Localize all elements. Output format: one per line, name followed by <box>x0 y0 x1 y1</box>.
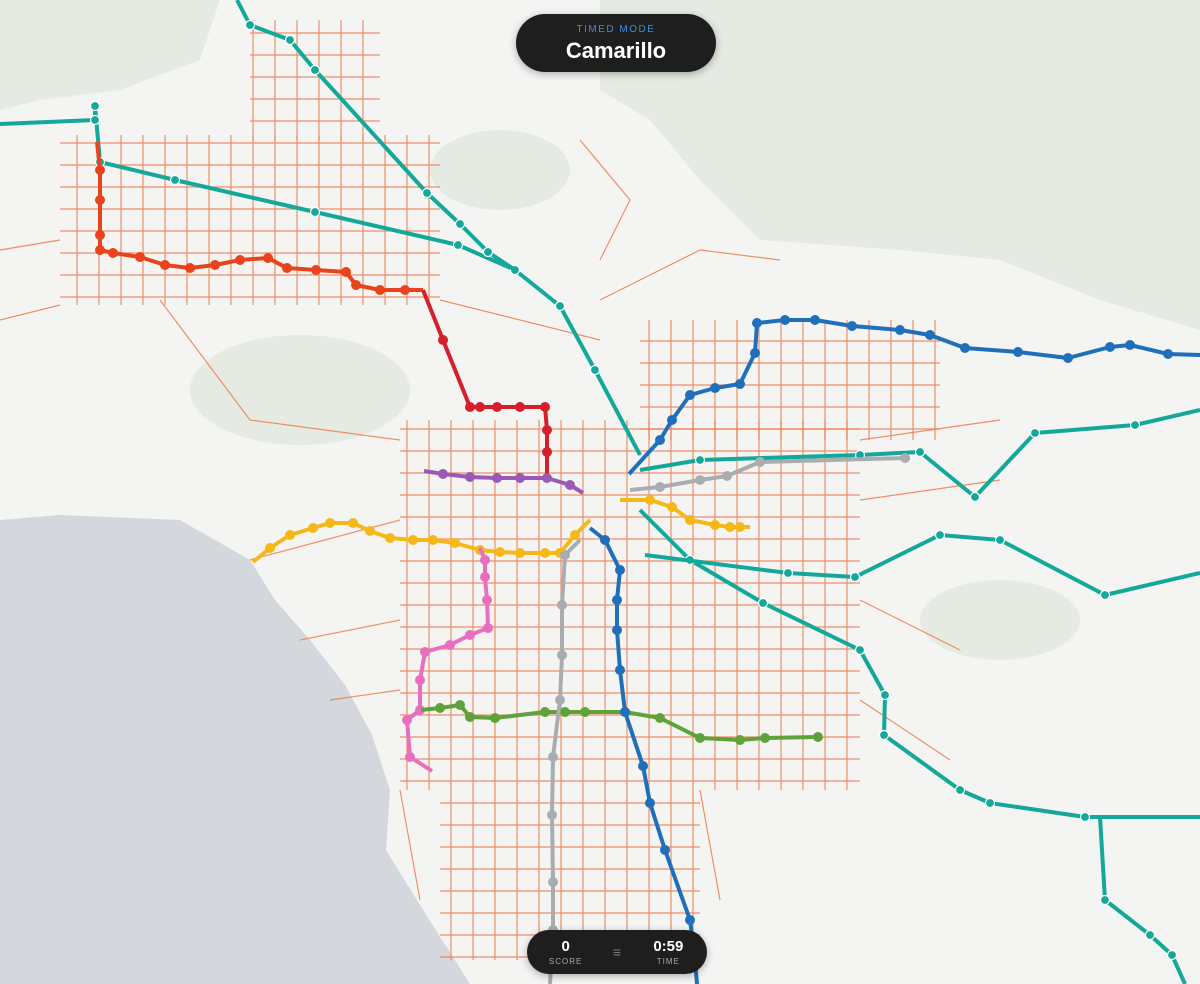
time-label: TIME <box>656 957 680 966</box>
time-value: 0:59 <box>653 938 684 955</box>
separator: ≡ <box>612 944 622 960</box>
mode-banner: TIMED MODE Camarillo <box>516 14 716 72</box>
time-cell: 0:59 TIME <box>638 938 698 966</box>
scoreboard: 0 SCORE ≡ 0:59 TIME <box>527 930 707 974</box>
score-cell: 0 SCORE <box>536 938 596 966</box>
score-value: 0 <box>561 938 570 955</box>
station-name: Camarillo <box>565 38 667 63</box>
ocean <box>0 515 470 984</box>
mode-label: TIMED MODE <box>576 24 656 35</box>
score-label: SCORE <box>548 957 583 966</box>
